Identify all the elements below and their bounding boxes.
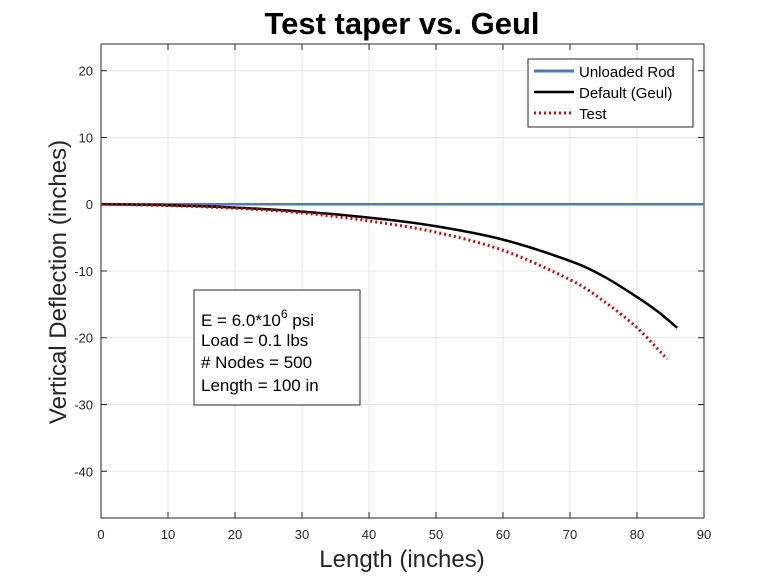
annotation-line-3: # Nodes = 500: [201, 353, 312, 372]
x-tick-label: 70: [563, 527, 577, 542]
x-tick-label: 90: [697, 527, 711, 542]
series-default-geul-line: [100, 202, 678, 329]
legend-label-unloaded: Unloaded Rod: [579, 64, 675, 81]
y-tick-label: 0: [86, 197, 93, 212]
x-tick-label: 40: [362, 527, 376, 542]
series-layer: [100, 202, 704, 361]
annotation-modulus: E = 6.0*10: [201, 311, 281, 330]
y-tick-label: 10: [79, 130, 93, 145]
legend-label-default: Default (Geul): [579, 85, 672, 102]
x-tick-label: 50: [429, 527, 443, 542]
plot-area: [100, 43, 705, 519]
annotation-line-4: Length = 100 in: [201, 376, 319, 395]
x-tick-label: 60: [496, 527, 510, 542]
series-test-line: [100, 202, 669, 361]
annotation-line-1: E = 6.0*106 psi: [201, 307, 314, 330]
y-tick-label: 20: [79, 64, 93, 79]
x-tick-label: 30: [295, 527, 309, 542]
y-tick-label: -10: [74, 264, 93, 279]
x-axis-label: Length (inches): [319, 546, 484, 573]
y-tick-label: -30: [74, 398, 93, 413]
annotation-box: E = 6.0*106 psi Load = 0.1 lbs # Nodes =…: [193, 289, 361, 406]
chart-title: Test taper vs. Geul: [264, 6, 539, 41]
y-tick-label: -40: [74, 464, 93, 479]
y-axis-label: Vertical Deflection (inches): [45, 140, 72, 424]
y-tick-label: -20: [74, 331, 93, 346]
x-tick-label: 0: [97, 527, 104, 542]
annotation-line-2: Load = 0.1 lbs: [201, 331, 308, 350]
x-tick-label: 20: [228, 527, 242, 542]
legend: Unloaded Rod Default (Geul) Test: [527, 58, 694, 128]
tick-layer: 0 10 20 30 40 50 60 70 80 90 20 10 0 -10 -20 -30 -40: [74, 44, 711, 542]
x-tick-label: 10: [161, 527, 175, 542]
x-tick-label: 80: [630, 527, 644, 542]
annotation-unit: psi: [288, 311, 314, 330]
annotation-exponent: 6: [281, 307, 288, 321]
annotation-border: [193, 289, 361, 406]
legend-label-test: Test: [579, 106, 607, 123]
